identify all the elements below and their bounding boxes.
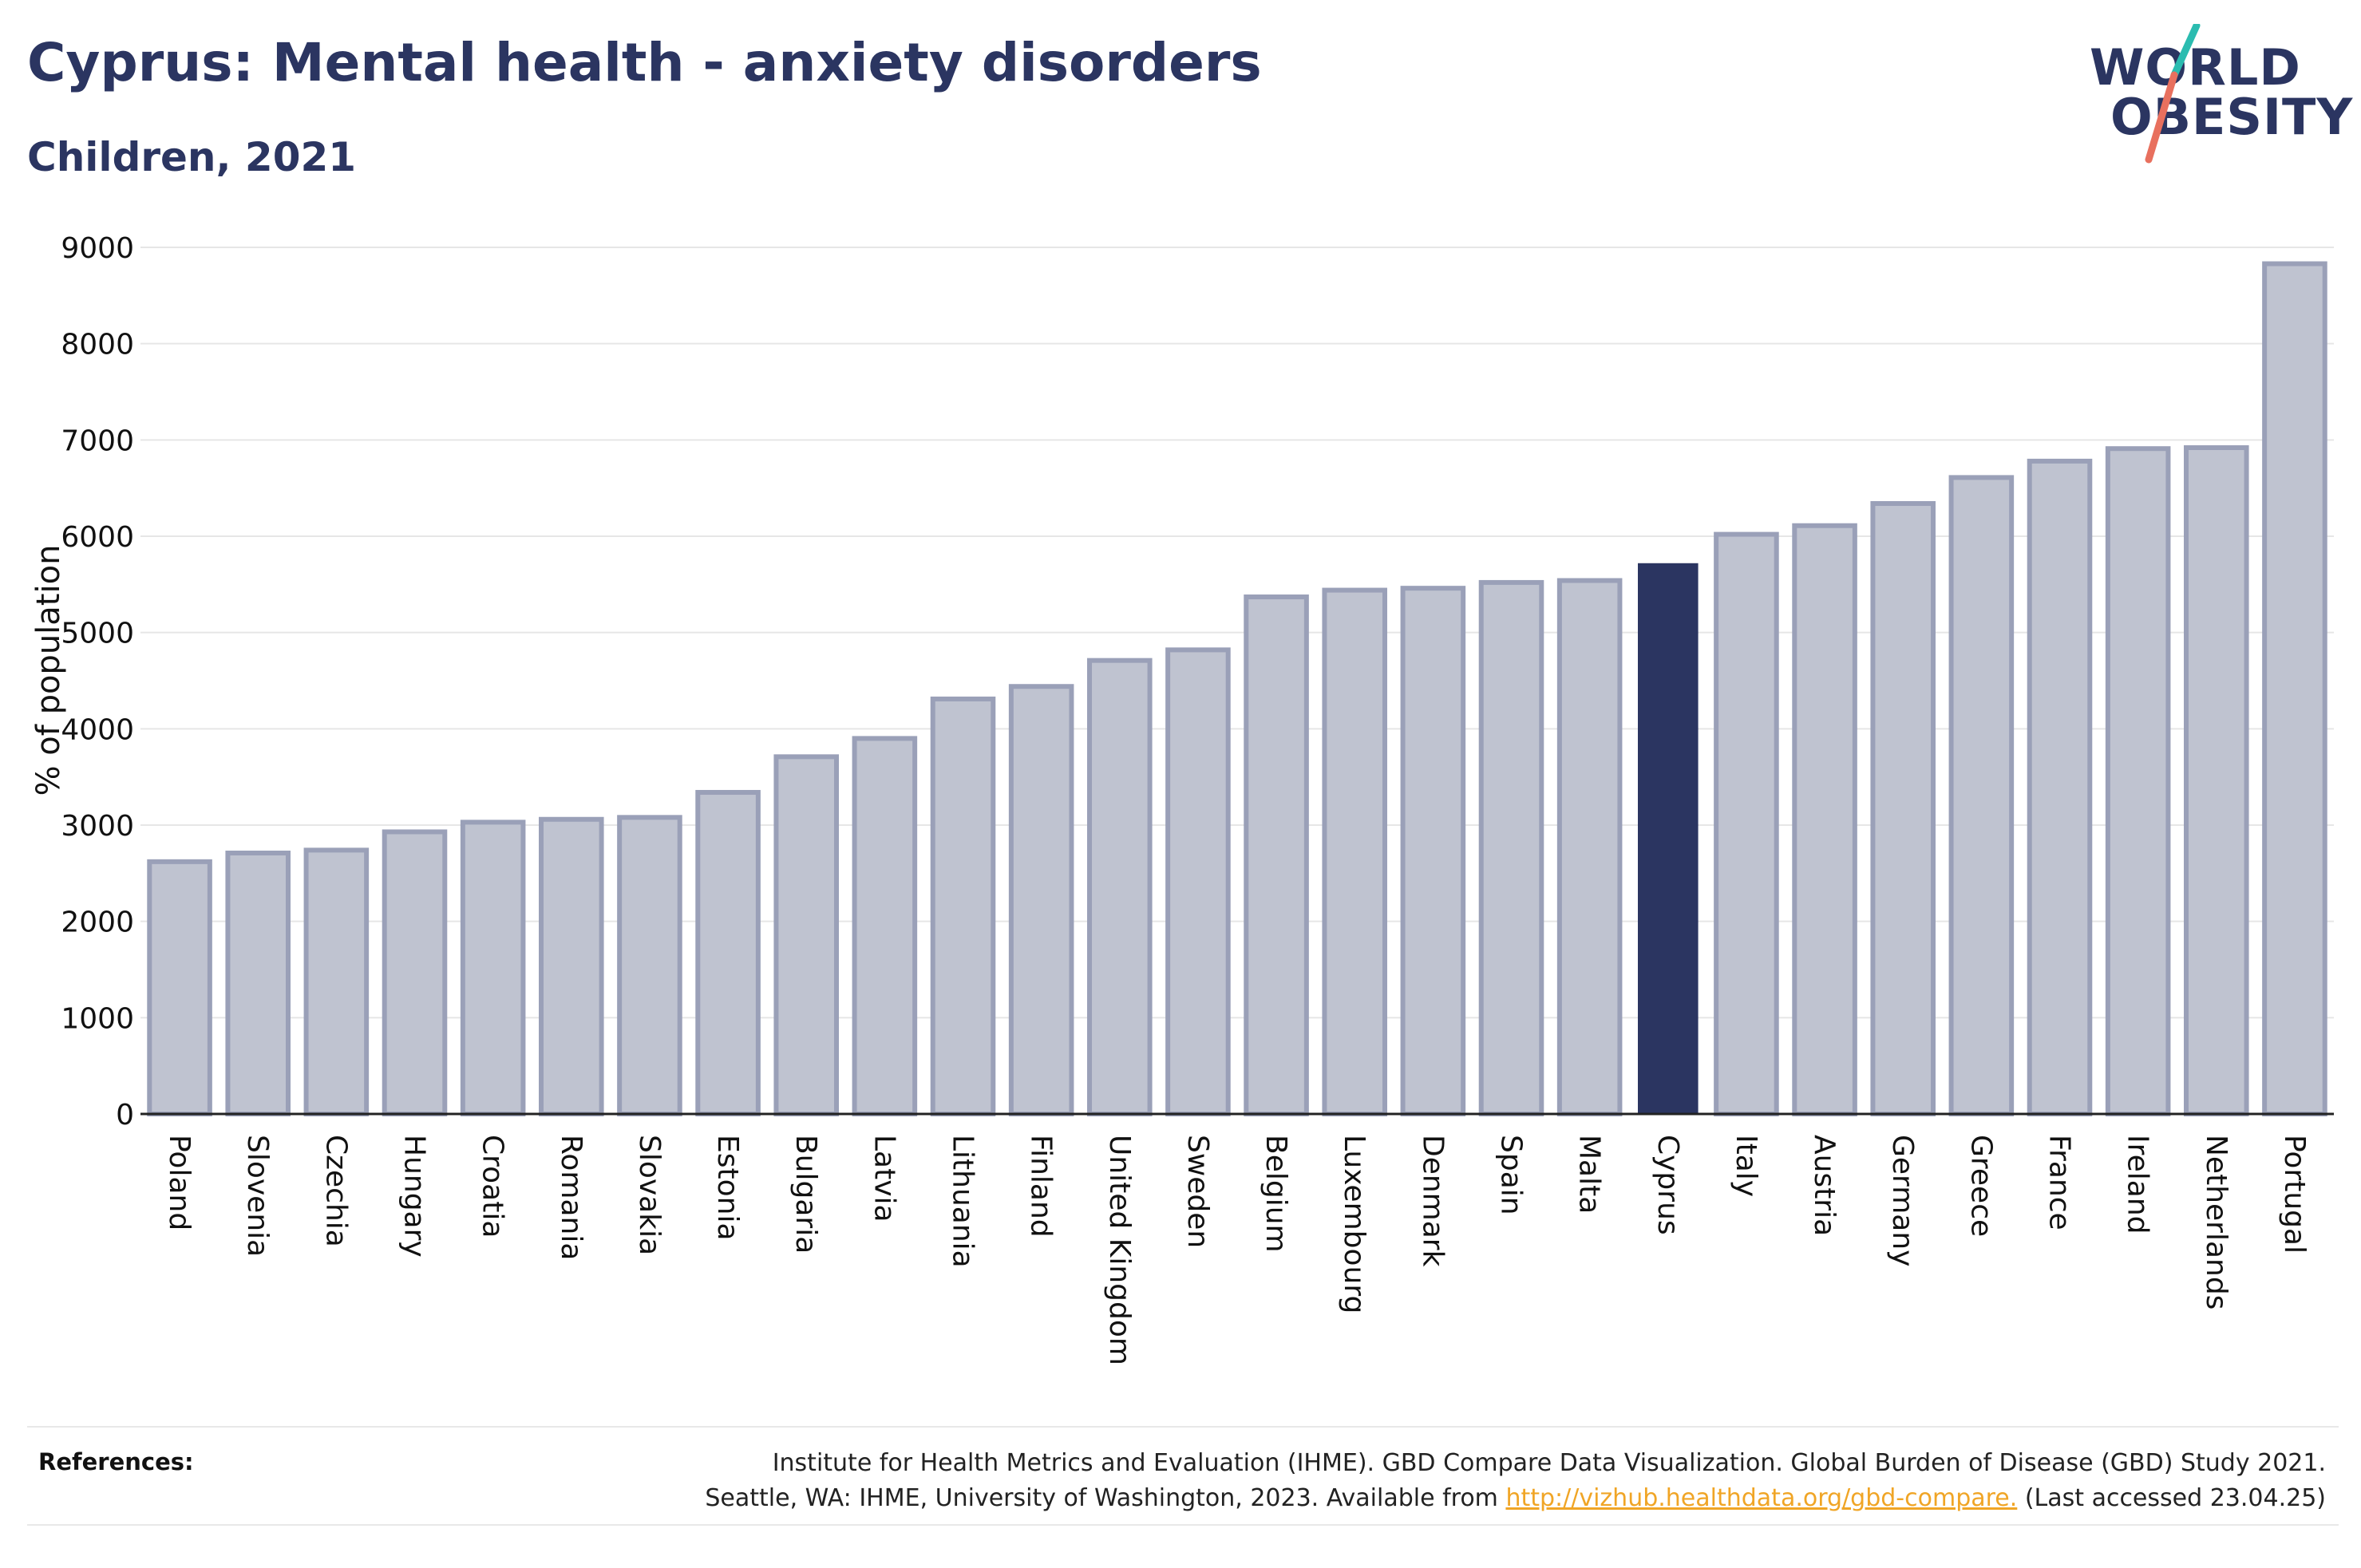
logo-word-obesity: OBESITY xyxy=(2110,88,2354,146)
x-tick-label: United Kingdom xyxy=(1103,1135,1136,1365)
y-tick-label: 2000 xyxy=(61,906,134,939)
x-tick-label: Lithuania xyxy=(947,1135,979,1268)
bar-belgium xyxy=(1244,594,1309,1116)
x-tick-label: Slovakia xyxy=(633,1135,666,1255)
bar-france xyxy=(2027,458,2093,1116)
bar-chart: 0 1000 2000 3000 4000 5000 6000 7000 8000 9000 Pol… xyxy=(30,232,2334,1365)
bars xyxy=(147,261,2327,1117)
references-text: Institute for Health Metrics and Evaluat… xyxy=(490,1446,2326,1516)
x-tick-label: Hungary xyxy=(398,1135,431,1258)
logo-slash-icon xyxy=(2145,24,2201,164)
x-tick-label: Denmark xyxy=(1416,1135,1449,1267)
y-tick-label: 7000 xyxy=(61,425,134,457)
x-tick-label: France xyxy=(2043,1135,2076,1230)
y-tick-label: 3000 xyxy=(61,810,134,843)
y-tick-label: 0 xyxy=(116,1099,134,1132)
reference-line-2-start: Seattle, WA: IHME, University of Washing… xyxy=(705,1484,1506,1512)
bar-lithuania xyxy=(930,696,996,1116)
x-tick-label: Finland xyxy=(1025,1135,1058,1238)
y-axis-title: % of population xyxy=(30,545,67,796)
reference-line-2-end: (Last accessed 23.04.25) xyxy=(2017,1484,2326,1512)
x-tick-label: Spain xyxy=(1495,1135,1528,1215)
x-tick-label: Portugal xyxy=(2278,1135,2311,1254)
bar-malta xyxy=(1556,578,1623,1116)
x-tick-label: Luxembourg xyxy=(1338,1135,1370,1313)
axes: 0 1000 2000 3000 4000 5000 6000 7000 8000 9000 Pol… xyxy=(61,232,2334,1365)
x-tick-label: Austria xyxy=(1808,1135,1841,1236)
reference-line-1: Institute for Health Metrics and Evaluat… xyxy=(772,1449,2326,1477)
x-tick-label: Cyprus xyxy=(1651,1135,1684,1235)
bar-cyprus xyxy=(1638,563,1699,1114)
bar-luxembourg xyxy=(1322,587,1387,1116)
x-tick-label: Ireland xyxy=(2122,1135,2154,1234)
logo-word-world: WORLD xyxy=(2090,38,2301,97)
x-tick-label: Netherlands xyxy=(2200,1135,2232,1309)
references-label: References: xyxy=(38,1448,194,1475)
bar-slovenia xyxy=(225,850,291,1116)
x-tick-label: Malta xyxy=(1573,1135,1606,1214)
x-tick-label: Latvia xyxy=(868,1135,900,1222)
bar-netherlands xyxy=(2184,444,2249,1116)
bar-spain xyxy=(1478,579,1544,1116)
world-obesity-logo: WORLD OBESITY xyxy=(2075,24,2352,168)
bar-ireland xyxy=(2105,446,2171,1116)
x-tick-label: Bulgaria xyxy=(789,1135,822,1254)
y-tick-label: 9000 xyxy=(61,232,134,265)
bar-bulgaria xyxy=(773,754,839,1116)
reference-link[interactable]: http://vizhub.healthdata.org/gbd-compare… xyxy=(1505,1484,2018,1512)
x-tick-label: Croatia xyxy=(477,1135,509,1238)
bar-sweden xyxy=(1165,647,1231,1116)
x-tick-label: Italy xyxy=(1730,1135,1762,1197)
bar-hungary xyxy=(382,829,448,1116)
references-top-divider xyxy=(27,1426,2339,1428)
chart-title: Cyprus: Mental health - anxiety disorder… xyxy=(27,32,1262,93)
x-tick-label: Germany xyxy=(1886,1135,1919,1266)
y-tick-label: 4000 xyxy=(61,713,134,746)
bar-croatia xyxy=(460,820,526,1116)
bar-greece xyxy=(1948,475,2015,1116)
x-tick-label: Romania xyxy=(555,1135,587,1260)
bar-czechia xyxy=(303,847,370,1116)
reference-line-2: Seattle, WA: IHME, University of Washing… xyxy=(490,1481,2326,1516)
x-tick-label: Czechia xyxy=(319,1135,352,1247)
y-tick-label: 6000 xyxy=(61,521,134,554)
y-tick-label: 1000 xyxy=(61,1002,134,1035)
bar-united-kingdom xyxy=(1087,658,1153,1116)
references-bottom-divider xyxy=(27,1524,2339,1526)
bar-denmark xyxy=(1400,586,1466,1116)
bar-austria xyxy=(1792,523,1857,1116)
x-tick-label: Poland xyxy=(163,1135,196,1230)
bar-italy xyxy=(1714,531,1779,1116)
x-tick-label: Belgium xyxy=(1260,1135,1292,1253)
x-tick-label: Estonia xyxy=(711,1135,744,1241)
bar-portugal xyxy=(2262,261,2327,1117)
bar-romania xyxy=(539,816,604,1116)
bar-poland xyxy=(147,859,212,1117)
y-tick-label: 5000 xyxy=(61,618,134,650)
y-tick-label: 8000 xyxy=(61,329,134,361)
x-tick-label: Slovenia xyxy=(241,1135,274,1257)
bar-finland xyxy=(1008,684,1074,1116)
x-tick-label: Greece xyxy=(1964,1135,1997,1237)
bar-germany xyxy=(1870,500,1936,1116)
x-tick-label: Sweden xyxy=(1181,1135,1214,1248)
bar-estonia xyxy=(695,789,761,1116)
chart-subtitle: Children, 2021 xyxy=(27,134,357,180)
bar-latvia xyxy=(852,736,918,1117)
bar-slovakia xyxy=(617,815,682,1116)
